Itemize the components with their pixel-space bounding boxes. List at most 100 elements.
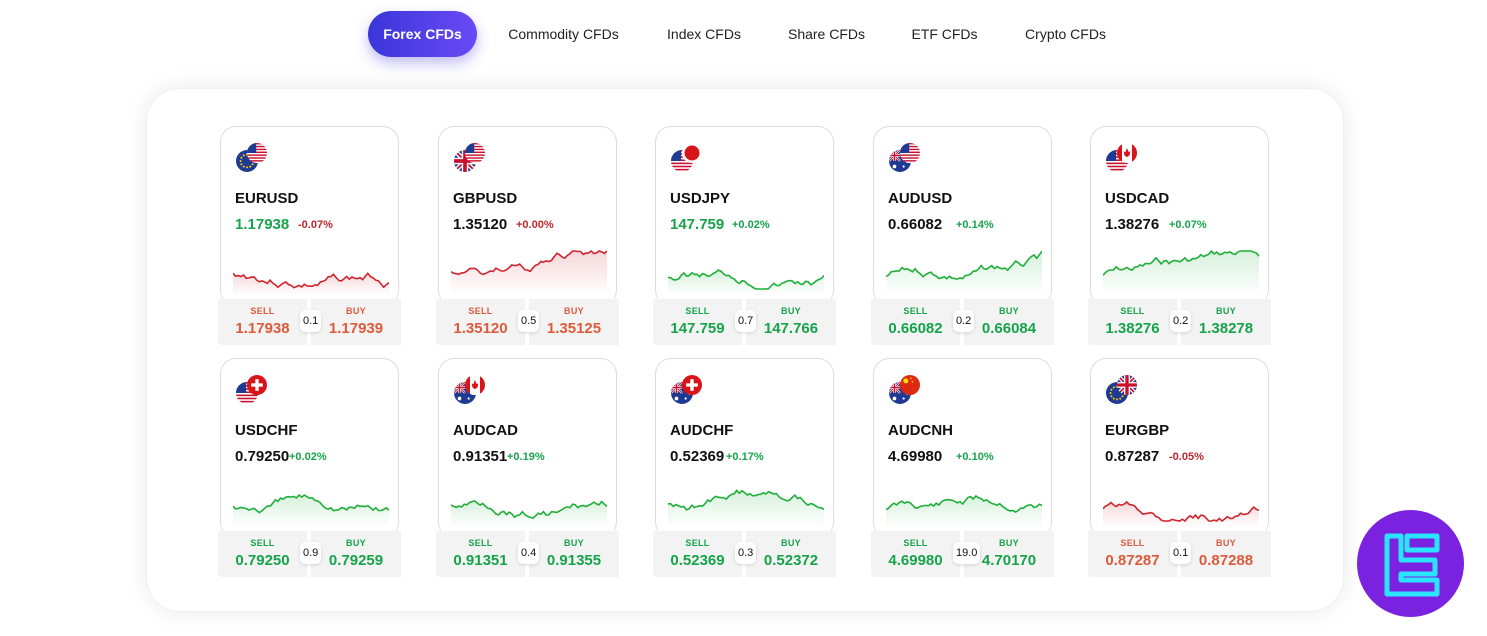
currency-pair-flags <box>670 375 704 405</box>
buy-button[interactable]: BUY 0.79259 <box>311 531 401 577</box>
card-body: EURUSD 1.17938 -0.07% <box>220 126 399 306</box>
sell-button[interactable]: SELL 0.52369 <box>653 531 742 577</box>
instrument-symbol: GBPUSD <box>453 190 518 207</box>
tab-index-cfds[interactable]: Index CFDs <box>667 26 741 42</box>
us-flag-icon <box>465 143 485 163</box>
buy-button[interactable]: BUY 1.35125 <box>529 299 619 345</box>
card-body: AUDUSD 0.66082 +0.14% <box>873 126 1052 306</box>
instrument-price: 1.38276 <box>1105 216 1160 233</box>
card-body: USDJPY 147.759 +0.02% <box>655 126 834 306</box>
cfd-category-tabs: Forex CFDs Commodity CFDs Index CFDs Share … <box>0 11 1487 57</box>
buy-button[interactable]: BUY 0.52372 <box>746 531 836 577</box>
sell-button[interactable]: SELL 147.759 <box>653 299 742 345</box>
instrument-card-audcnh[interactable]: AUDCNH 4.69980 +0.10% SELL 4.69980 BUY 4.70170… <box>871 358 1054 577</box>
ca-flag-icon <box>1117 143 1137 163</box>
buy-button[interactable]: BUY 147.766 <box>746 299 836 345</box>
instrument-symbol: USDCAD <box>1105 190 1170 207</box>
buy-label: BUY <box>1216 306 1236 316</box>
sell-button[interactable]: SELL 0.87287 <box>1088 531 1177 577</box>
instrument-card-audchf[interactable]: AUDCHF 0.52369 +0.17% SELL 0.52369 BUY 0.52372… <box>653 358 836 577</box>
instrument-symbol: EURGBP <box>1105 422 1170 439</box>
forex-quotes-panel: EURUSD 1.17938 -0.07% SELL 1.17938 BUY 1.17939… <box>146 88 1344 612</box>
instrument-price: 0.52369 <box>670 448 725 465</box>
buy-button[interactable]: BUY 1.17939 <box>311 299 401 345</box>
card-body: USDCAD 1.38276 +0.07% <box>1090 126 1269 306</box>
buy-price: 0.91355 <box>546 552 602 569</box>
instrument-price: 0.66082 <box>888 216 943 233</box>
spread-badge: 0.3 <box>735 542 757 564</box>
sell-button[interactable]: SELL 1.17938 <box>218 299 307 345</box>
sell-label: SELL <box>903 538 928 548</box>
sell-button[interactable]: SELL 4.69980 <box>871 531 960 577</box>
instrument-price: 1.35120 <box>453 216 508 233</box>
tab-commodity-cfds[interactable]: Commodity CFDs <box>508 26 619 42</box>
price-change: +0.10% <box>956 451 994 463</box>
sell-price: 4.69980 <box>888 552 943 569</box>
buy-price: 0.87288 <box>1198 552 1254 569</box>
instrument-price: 4.69980 <box>888 448 943 465</box>
instrument-card-usdjpy[interactable]: USDJPY 147.759 +0.02% SELL 147.759 BUY 147.766… <box>653 126 836 345</box>
instrument-symbol: EURUSD <box>235 190 299 207</box>
price-sparkline <box>886 494 1042 527</box>
instrument-card-eurusd[interactable]: EURUSD 1.17938 -0.07% SELL 1.17938 BUY 1.17939… <box>218 126 401 345</box>
buy-label: BUY <box>1216 538 1236 548</box>
instrument-symbol: USDCHF <box>235 422 298 439</box>
buy-button[interactable]: BUY 0.66084 <box>964 299 1054 345</box>
sell-price: 0.79250 <box>235 552 290 569</box>
price-change: +0.14% <box>956 219 994 231</box>
instrument-card-audcad[interactable]: AUDCAD 0.91351 +0.19% SELL 0.91351 BUY 0.91355… <box>436 358 619 577</box>
instrument-card-gbpusd[interactable]: GBPUSD 1.35120 +0.00% SELL 1.35120 BUY 1.35125… <box>436 126 619 345</box>
buy-label: BUY <box>781 306 801 316</box>
instrument-card-audusd[interactable]: AUDUSD 0.66082 +0.14% SELL 0.66082 BUY 0.66084… <box>871 126 1054 345</box>
price-change: +0.07% <box>1169 219 1207 231</box>
buy-label: BUY <box>564 306 584 316</box>
spread-badge: 0.2 <box>953 310 975 332</box>
price-sparkline <box>1103 500 1259 527</box>
buy-label: BUY <box>999 538 1019 548</box>
sell-button[interactable]: SELL 1.38276 <box>1088 299 1177 345</box>
instrument-card-eurgbp[interactable]: EURGBP 0.87287 -0.05% SELL 0.87287 BUY 0.87288… <box>1088 358 1271 577</box>
sell-label: SELL <box>250 538 275 548</box>
sell-label: SELL <box>468 538 493 548</box>
sell-label: SELL <box>250 306 275 316</box>
sell-price: 0.66082 <box>888 320 943 337</box>
instrument-symbol: AUDCHF <box>670 422 734 439</box>
price-sparkline <box>668 489 824 527</box>
tab-etf-cfds[interactable]: ETF CFDs <box>911 26 978 42</box>
buy-button[interactable]: BUY 0.87288 <box>1181 531 1271 577</box>
sell-button[interactable]: SELL 1.35120 <box>436 299 525 345</box>
buy-price: 1.38278 <box>1198 320 1254 337</box>
cn-flag-icon <box>900 375 920 395</box>
buy-label: BUY <box>999 306 1019 316</box>
card-body: AUDCAD 0.91351 +0.19% <box>438 358 617 538</box>
currency-pair-flags <box>1105 143 1139 173</box>
buy-price: 1.17939 <box>328 320 384 337</box>
instrument-price: 0.87287 <box>1105 448 1160 465</box>
tab-crypto-cfds[interactable]: Crypto CFDs <box>1025 26 1106 42</box>
buy-label: BUY <box>781 538 801 548</box>
sell-button[interactable]: SELL 0.79250 <box>218 531 307 577</box>
buy-price: 147.766 <box>763 320 819 337</box>
card-body: GBPUSD 1.35120 +0.00% <box>438 126 617 306</box>
tab-forex-cfds[interactable]: Forex CFDs <box>368 11 477 57</box>
price-change: +0.02% <box>732 219 770 231</box>
buy-label: BUY <box>346 538 366 548</box>
sell-button[interactable]: SELL 0.91351 <box>436 531 525 577</box>
jp-flag-icon <box>682 143 702 163</box>
tab-share-cfds[interactable]: Share CFDs <box>787 26 866 42</box>
sell-button[interactable]: SELL 0.66082 <box>871 299 960 345</box>
price-sparkline <box>1103 249 1259 295</box>
sell-label: SELL <box>1120 538 1145 548</box>
buy-button[interactable]: BUY 1.38278 <box>1181 299 1271 345</box>
instrument-price: 0.91351 <box>453 448 508 465</box>
card-body: AUDCHF 0.52369 +0.17% <box>655 358 834 538</box>
buy-price: 4.70170 <box>981 552 1037 569</box>
instrument-card-usdchf[interactable]: USDCHF 0.79250 +0.02% SELL 0.79250 BUY 0.79259… <box>218 358 401 577</box>
buy-button[interactable]: BUY 0.91355 <box>529 531 619 577</box>
instrument-card-usdcad[interactable]: USDCAD 1.38276 +0.07% SELL 1.38276 BUY 1.38278… <box>1088 126 1271 345</box>
spread-badge: 0.5 <box>518 310 540 332</box>
buy-price: 0.66084 <box>981 320 1037 337</box>
sell-label: SELL <box>468 306 493 316</box>
instrument-symbol: AUDCNH <box>888 422 953 439</box>
price-change: +0.00% <box>516 219 554 231</box>
